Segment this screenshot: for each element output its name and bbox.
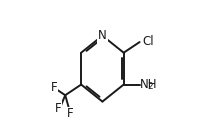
Text: F: F (55, 102, 61, 115)
Text: NH: NH (140, 78, 158, 91)
Text: F: F (50, 81, 57, 94)
Text: N: N (98, 29, 107, 42)
Text: 2: 2 (147, 82, 153, 91)
Text: F: F (67, 107, 73, 120)
Text: Cl: Cl (142, 35, 154, 48)
